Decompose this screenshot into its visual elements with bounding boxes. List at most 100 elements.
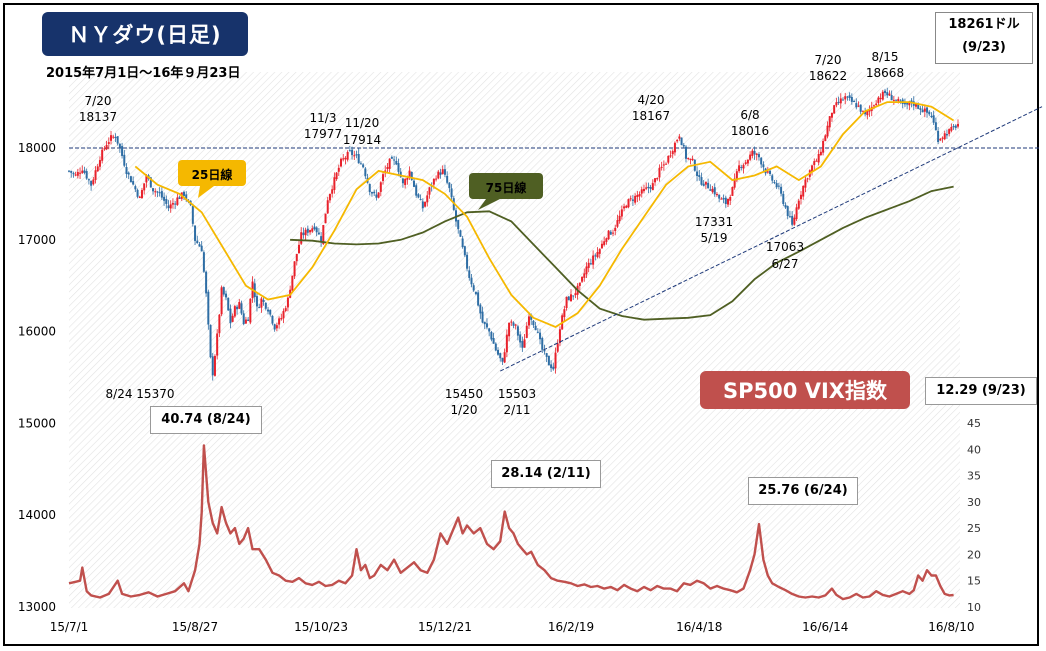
candle-body <box>461 238 464 248</box>
candle-body <box>727 198 730 205</box>
candle-body <box>134 186 137 190</box>
candle-body <box>625 205 628 208</box>
candle-body <box>634 195 637 203</box>
candle-body <box>844 96 847 100</box>
candle-body <box>222 287 225 295</box>
candle-body <box>642 188 645 192</box>
candle-body <box>519 334 522 343</box>
candle-body <box>468 270 471 278</box>
candle-body <box>359 163 362 165</box>
candle-body <box>125 166 128 175</box>
candle-body <box>545 353 548 357</box>
candle-body <box>623 206 626 209</box>
candle-body <box>676 139 679 142</box>
candle-body <box>337 167 340 172</box>
candle-body <box>68 170 70 172</box>
candle-body <box>881 91 884 100</box>
candle-body <box>806 178 809 180</box>
candle-body <box>377 192 380 198</box>
candle-body <box>247 319 250 322</box>
candle-body <box>574 293 577 296</box>
candle-body <box>218 314 221 334</box>
candle-body <box>943 133 946 140</box>
candle-body <box>724 197 727 204</box>
candle-body <box>375 194 378 198</box>
candle-body <box>850 96 853 102</box>
candle-body <box>861 110 864 112</box>
candle-body <box>614 227 617 232</box>
candle-body <box>713 187 716 195</box>
candle-body <box>280 318 283 320</box>
candle-body <box>729 197 732 201</box>
candle-body <box>667 155 670 163</box>
x-tick-label: 16/2/19 <box>548 620 594 634</box>
candle-body <box>255 296 258 307</box>
candle-body <box>928 111 931 115</box>
candle-body <box>830 112 833 118</box>
candle-body <box>696 171 699 176</box>
candle-body <box>926 107 929 113</box>
candle-body <box>322 225 325 244</box>
x-tick-label: 15/7/1 <box>50 620 89 634</box>
candle-body <box>284 308 287 311</box>
candle-body <box>563 309 566 318</box>
candle-body <box>432 178 435 185</box>
candle-body <box>819 151 822 156</box>
candle-body <box>302 232 305 235</box>
candle-body <box>645 187 648 189</box>
candle-body <box>282 310 285 319</box>
candle-body <box>110 135 113 141</box>
left-axis: 13000 14000 15000 16000 17000 18000 <box>18 141 56 614</box>
candle-body <box>271 315 274 324</box>
candle-body <box>236 306 239 310</box>
candle-body <box>598 249 601 254</box>
candle-body <box>406 177 409 180</box>
candle-body <box>335 172 338 180</box>
candle-body <box>457 219 460 230</box>
candle-body <box>408 170 411 178</box>
candle-body <box>687 158 690 160</box>
annotation-value: 15450 <box>445 387 483 401</box>
candle-body <box>169 204 172 209</box>
latest-price-box: 18261ドル (9/23) <box>935 12 1033 64</box>
candle-body <box>346 151 349 160</box>
candle-body <box>795 207 798 220</box>
ma-labels: 25日線 75日線 <box>178 160 543 210</box>
annotation-value: 18167 <box>632 109 670 123</box>
candle-body <box>258 307 261 309</box>
candle-body <box>344 157 347 160</box>
candle-body <box>202 252 205 272</box>
candle-body <box>355 154 358 156</box>
candle-body <box>399 171 402 178</box>
annotation-text: 8/24 15370 <box>106 387 175 401</box>
candle-body <box>154 191 157 193</box>
candle-body <box>607 230 610 240</box>
candle-body <box>357 153 360 164</box>
candle-body <box>178 197 181 199</box>
annotation-value: 18137 <box>79 110 117 124</box>
annotation-date: 8/15 <box>872 50 899 64</box>
candle-body <box>572 295 575 297</box>
candle-body <box>132 181 135 185</box>
candle-body <box>127 172 130 175</box>
candle-body <box>196 240 199 244</box>
y-tick-label: 16000 <box>18 325 56 339</box>
candle-body <box>875 103 878 106</box>
vix-aug-callout: 40.74 (8/24) <box>150 406 262 434</box>
candle-body <box>415 185 418 196</box>
candle-body <box>826 125 829 137</box>
candle-body <box>291 275 294 291</box>
annotation-value: 17914 <box>343 133 381 147</box>
x-tick-label: 16/4/18 <box>676 620 722 634</box>
candle-body <box>662 164 665 166</box>
x-tick-label: 15/10/23 <box>294 620 348 634</box>
candle-body <box>304 229 307 236</box>
candle-body <box>260 298 263 308</box>
candle-body <box>481 311 484 323</box>
candle-body <box>324 213 327 224</box>
y-tick-label: 17000 <box>18 233 56 247</box>
candle-body <box>401 178 404 184</box>
candle-body <box>691 158 694 161</box>
candle-body <box>921 109 924 113</box>
candle-body <box>550 364 553 369</box>
